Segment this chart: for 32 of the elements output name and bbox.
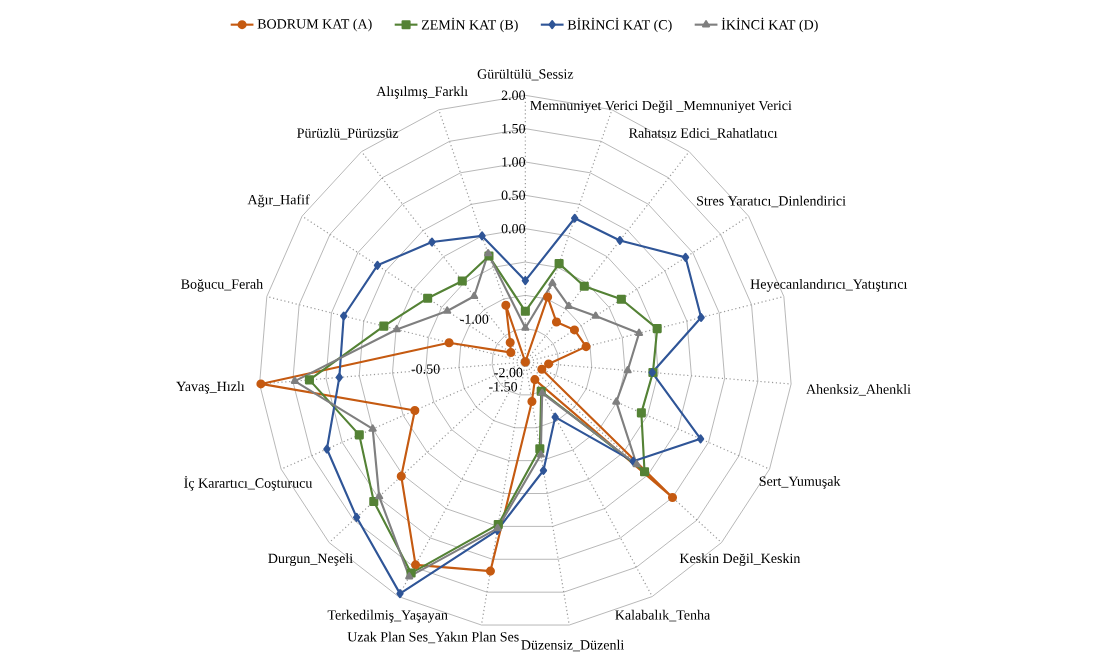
spoke-label: Boğucu_Ferah [181, 278, 263, 292]
legend-label: ZEMİN KAT (B) [421, 17, 518, 33]
y-tick-label: -0.50 [411, 364, 440, 374]
spoke-label: Terkedilmiş_Yaşayan [327, 609, 448, 623]
spoke-label: Alışılmış_Farklı [376, 86, 468, 99]
spoke-label: Rahatsız Edici_Rahatlatıcı [629, 127, 778, 140]
spoke-label: Ahenksiz_Ahenkli [806, 384, 911, 396]
spoke-label: Heyecanlandırıcı_Yatıştırıcı [750, 278, 908, 292]
legend-label: BİRİNCİ KAT (C) [567, 17, 672, 33]
spoke-label: Keskin Değil_Keskin [679, 553, 801, 566]
y-tick-label: -1.50 [488, 382, 518, 392]
y-tick-label: -2.00 [494, 367, 523, 378]
y-tick-label: -1.00 [460, 314, 489, 324]
legend-label: İKİNCİ KAT (D) [721, 17, 818, 33]
spoke-label: Düzensiz_Düzenli [521, 639, 625, 652]
spoke-label: Sert_Yumuşak [759, 476, 841, 489]
spoke-label: Ağır_Hafif [247, 194, 310, 208]
y-tick-label: 1.50 [502, 123, 526, 134]
spoke-label: Stres Yaratıcı_Dinlendirici [697, 195, 846, 208]
y-tick-label: 1.00 [502, 157, 526, 167]
spoke-label: Uzak Plan Ses_Yakın Plan Ses [347, 631, 519, 644]
spoke-label: İç Karartıcı_Coşturucu [184, 476, 313, 491]
y-tick-label: 0.50 [501, 190, 526, 201]
y-tick-label: 0.00 [501, 223, 526, 234]
spoke-label: Gürültülü_Sessiz [477, 68, 574, 81]
spoke-label: Yavaş_Hızlı [176, 381, 245, 394]
spoke-label: Durgun_Neşeli [268, 553, 353, 566]
y-tick-label: 2.00 [501, 90, 526, 101]
spoke-label: Pürüzlü_Pürüzsüz [297, 127, 399, 140]
spoke-label: Kalabalık_Tenha [615, 609, 711, 622]
legend-label: BODRUM KAT (A) [257, 18, 372, 32]
spoke-label: Memnuniyet Verici Değil _Memnuniyet Verici [530, 100, 792, 114]
